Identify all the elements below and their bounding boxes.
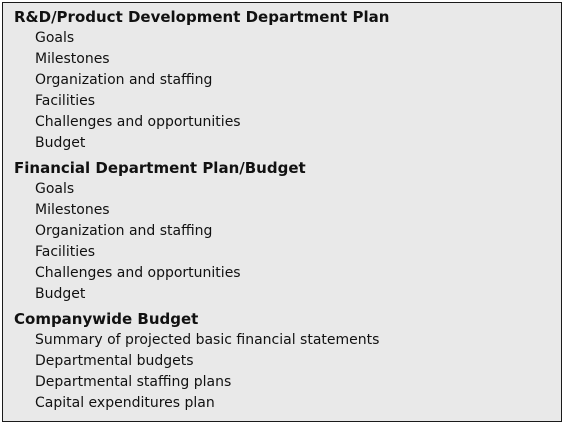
list-item: Organization and staffing bbox=[35, 223, 213, 239]
list-item: Facilities bbox=[35, 93, 95, 109]
section-title: R&D/Product Development Department Plan bbox=[14, 8, 390, 26]
list-item: Departmental budgets bbox=[35, 353, 194, 369]
list-item: Facilities bbox=[35, 244, 95, 260]
plan-outline-box: R&D/Product Development Department Plan … bbox=[2, 2, 562, 422]
list-item: Organization and staffing bbox=[35, 72, 213, 88]
section-title: Financial Department Plan/Budget bbox=[14, 159, 306, 177]
section-item-list: Summary of projected basic financial sta… bbox=[14, 330, 561, 414]
list-item: Challenges and opportunities bbox=[35, 114, 241, 130]
list-item: Milestones bbox=[35, 51, 110, 67]
section-item-list: Goals Milestones Organization and staffi… bbox=[14, 28, 561, 154]
list-item: Goals bbox=[35, 181, 75, 197]
list-item: Challenges and opportunities bbox=[35, 265, 241, 281]
section-item-list: Goals Milestones Organization and staffi… bbox=[14, 179, 561, 305]
list-item: Budget bbox=[35, 135, 86, 151]
list-item: Goals bbox=[35, 30, 75, 46]
list-item: Budget bbox=[35, 286, 86, 302]
section-companywide-budget: Companywide Budget Summary of projected … bbox=[14, 309, 561, 414]
list-item: Capital expenditures plan bbox=[35, 395, 215, 411]
section-title: Companywide Budget bbox=[14, 310, 199, 328]
section-rd-product-development: R&D/Product Development Department Plan … bbox=[14, 7, 561, 154]
section-financial-department: Financial Department Plan/Budget Goals M… bbox=[14, 158, 561, 305]
list-item: Departmental staffing plans bbox=[35, 374, 232, 390]
list-item: Summary of projected basic financial sta… bbox=[35, 332, 380, 348]
list-item: Milestones bbox=[35, 202, 110, 218]
